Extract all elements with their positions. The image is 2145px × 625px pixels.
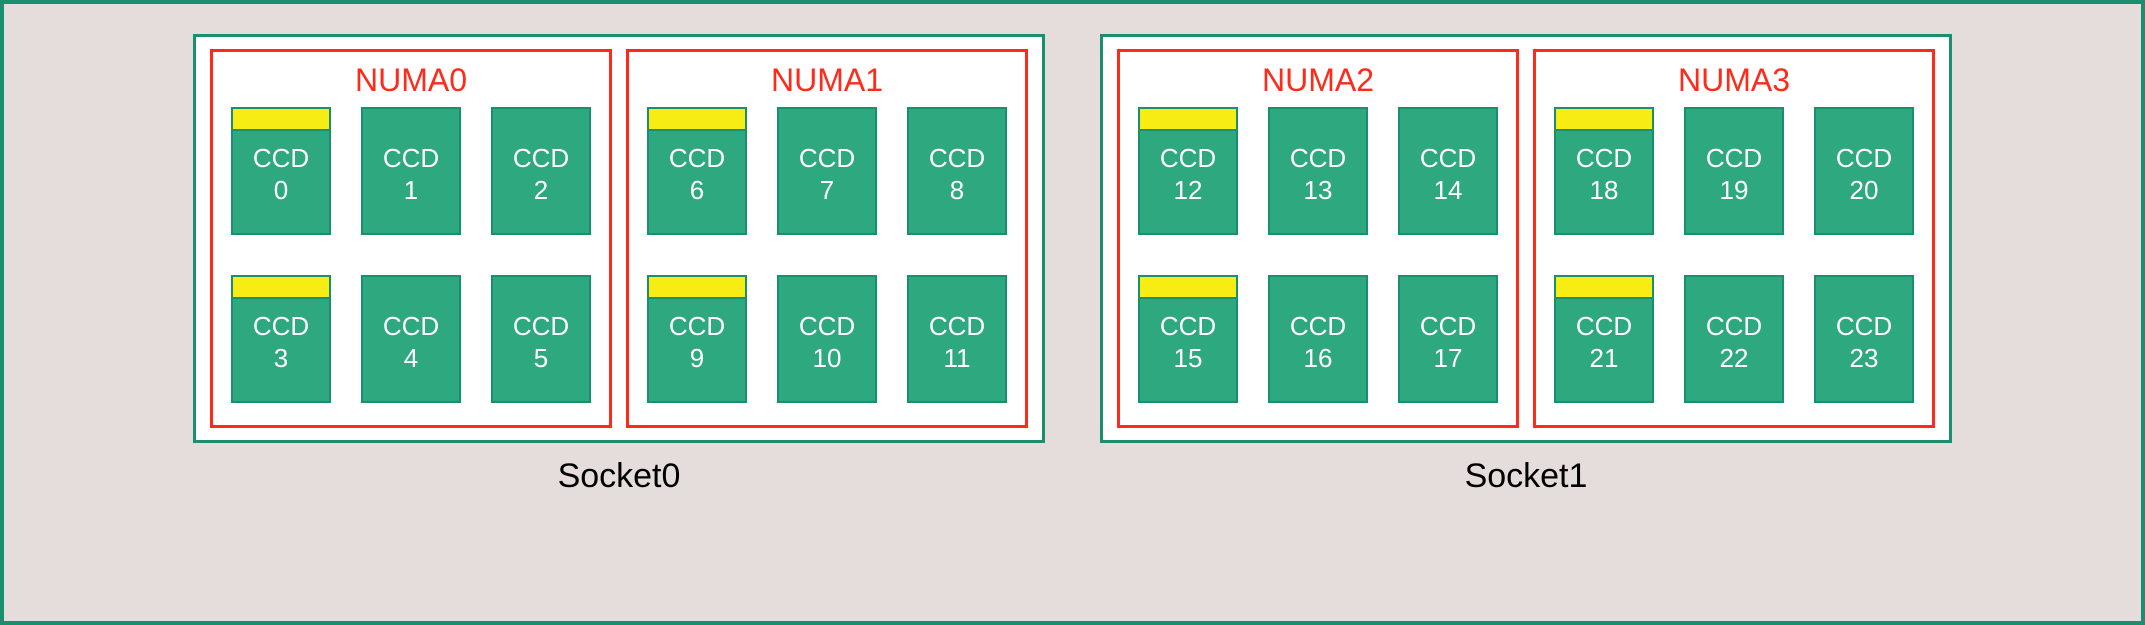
ccd-block: CCD5: [491, 275, 591, 403]
highlight-bar: [233, 277, 329, 299]
ccd-block: CCD0: [231, 107, 331, 235]
numa-label: NUMA3: [1678, 62, 1790, 99]
ccd-label: CCD13: [1290, 142, 1346, 207]
numa-label: NUMA1: [771, 62, 883, 99]
ccd-label: CCD2: [513, 142, 569, 207]
ccd-label: CCD15: [1160, 310, 1216, 375]
numa-node-0: NUMA0 CCD0 CCD1 CCD2 CCD3 CCD4 CCD5: [210, 49, 612, 428]
ccd-label: CCD19: [1706, 142, 1762, 207]
highlight-bar: [1140, 277, 1236, 299]
ccd-label: CCD8: [929, 142, 985, 207]
highlight-bar: [1556, 277, 1652, 299]
socket-0: NUMA0 CCD0 CCD1 CCD2 CCD3 CCD4 CCD5 NUMA…: [193, 34, 1045, 443]
ccd-grid: CCD12 CCD13 CCD14 CCD15 CCD16 CCD17: [1138, 107, 1498, 403]
highlight-bar: [1556, 109, 1652, 131]
ccd-block: CCD3: [231, 275, 331, 403]
ccd-block: CCD7: [777, 107, 877, 235]
socket-group-0: NUMA0 CCD0 CCD1 CCD2 CCD3 CCD4 CCD5 NUMA…: [193, 34, 1045, 611]
numa-node-3: NUMA3 CCD18 CCD19 CCD20 CCD21 CCD22 CCD2…: [1533, 49, 1935, 428]
socket-1: NUMA2 CCD12 CCD13 CCD14 CCD15 CCD16 CCD1…: [1100, 34, 1952, 443]
ccd-block: CCD14: [1398, 107, 1498, 235]
numa-label: NUMA2: [1262, 62, 1374, 99]
ccd-label: CCD0: [253, 142, 309, 207]
ccd-label: CCD7: [799, 142, 855, 207]
ccd-block: CCD22: [1684, 275, 1784, 403]
socket-label: Socket0: [558, 457, 681, 496]
ccd-label: CCD3: [253, 310, 309, 375]
ccd-block: CCD11: [907, 275, 1007, 403]
ccd-label: CCD23: [1836, 310, 1892, 375]
ccd-label: CCD4: [383, 310, 439, 375]
ccd-block: CCD18: [1554, 107, 1654, 235]
ccd-label: CCD10: [799, 310, 855, 375]
ccd-block: CCD2: [491, 107, 591, 235]
ccd-block: CCD19: [1684, 107, 1784, 235]
numa-node-1: NUMA1 CCD6 CCD7 CCD8 CCD9 CCD10 CCD11: [626, 49, 1028, 428]
ccd-block: CCD20: [1814, 107, 1914, 235]
ccd-block: CCD10: [777, 275, 877, 403]
ccd-grid: CCD0 CCD1 CCD2 CCD3 CCD4 CCD5: [231, 107, 591, 403]
ccd-label: CCD21: [1576, 310, 1632, 375]
ccd-label: CCD12: [1160, 142, 1216, 207]
ccd-label: CCD9: [669, 310, 725, 375]
ccd-grid: CCD18 CCD19 CCD20 CCD21 CCD22 CCD23: [1554, 107, 1914, 403]
ccd-block: CCD15: [1138, 275, 1238, 403]
topology-diagram: NUMA0 CCD0 CCD1 CCD2 CCD3 CCD4 CCD5 NUMA…: [0, 0, 2145, 625]
highlight-bar: [649, 277, 745, 299]
highlight-bar: [649, 109, 745, 131]
ccd-grid: CCD6 CCD7 CCD8 CCD9 CCD10 CCD11: [647, 107, 1007, 403]
ccd-block: CCD1: [361, 107, 461, 235]
ccd-block: CCD21: [1554, 275, 1654, 403]
ccd-block: CCD13: [1268, 107, 1368, 235]
ccd-label: CCD11: [929, 310, 985, 375]
ccd-block: CCD6: [647, 107, 747, 235]
highlight-bar: [233, 109, 329, 131]
ccd-block: CCD23: [1814, 275, 1914, 403]
ccd-block: CCD4: [361, 275, 461, 403]
ccd-block: CCD16: [1268, 275, 1368, 403]
ccd-block: CCD12: [1138, 107, 1238, 235]
highlight-bar: [1140, 109, 1236, 131]
ccd-label: CCD18: [1576, 142, 1632, 207]
ccd-label: CCD20: [1836, 142, 1892, 207]
ccd-block: CCD17: [1398, 275, 1498, 403]
ccd-label: CCD17: [1420, 310, 1476, 375]
numa-label: NUMA0: [355, 62, 467, 99]
ccd-label: CCD22: [1706, 310, 1762, 375]
ccd-label: CCD5: [513, 310, 569, 375]
ccd-label: CCD16: [1290, 310, 1346, 375]
ccd-block: CCD8: [907, 107, 1007, 235]
socket-label: Socket1: [1465, 457, 1588, 496]
ccd-label: CCD14: [1420, 142, 1476, 207]
ccd-label: CCD1: [383, 142, 439, 207]
numa-node-2: NUMA2 CCD12 CCD13 CCD14 CCD15 CCD16 CCD1…: [1117, 49, 1519, 428]
ccd-block: CCD9: [647, 275, 747, 403]
socket-group-1: NUMA2 CCD12 CCD13 CCD14 CCD15 CCD16 CCD1…: [1100, 34, 1952, 611]
ccd-label: CCD6: [669, 142, 725, 207]
